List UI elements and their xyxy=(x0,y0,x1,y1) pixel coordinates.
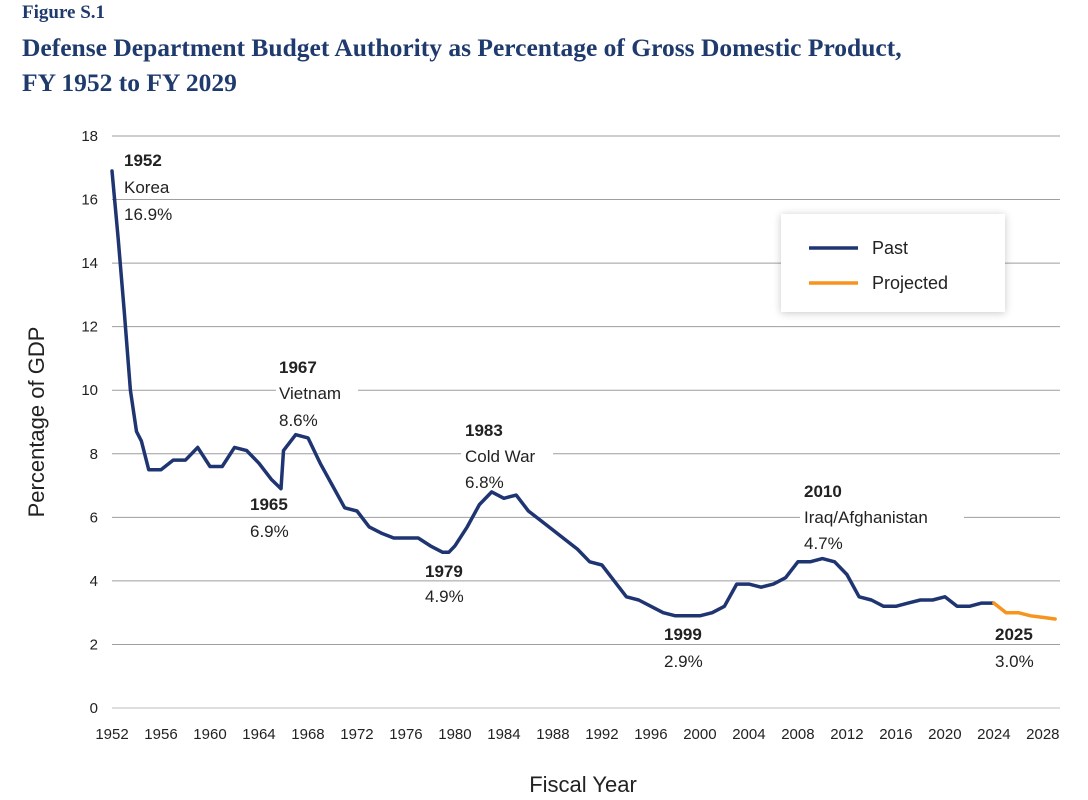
y-tick-label: 10 xyxy=(81,382,98,399)
x-axis-title: Fiscal Year xyxy=(529,772,637,797)
series-lines xyxy=(110,169,1057,621)
gridlines xyxy=(112,135,1060,709)
x-tick-label: 2000 xyxy=(683,726,716,743)
x-tick-label: 1964 xyxy=(242,726,275,743)
annotation-1967-event: Vietnam xyxy=(279,384,341,403)
series-line-projected xyxy=(992,601,1057,621)
legend-box xyxy=(781,214,1005,312)
annotation-1952: 1952 Korea 16.9% xyxy=(124,151,172,224)
annotation-2025-value: 3.0% xyxy=(995,652,1034,671)
annotation-1979: 1979 4.9% xyxy=(425,562,464,606)
x-tick-label: 1988 xyxy=(536,726,569,743)
annotation-1999: 1999 2.9% xyxy=(664,625,703,671)
annotation-1983-year: 1983 xyxy=(465,421,503,440)
figure-label: Figure S.1 xyxy=(22,2,106,23)
chart-title-line-2: FY 1952 to FY 2029 xyxy=(22,68,237,97)
annotation-2025-year: 2025 xyxy=(995,625,1033,644)
x-tick-label: 2024 xyxy=(977,726,1010,743)
annotation-1965: 1965 6.9% xyxy=(250,495,289,541)
y-tick-label: 12 xyxy=(81,319,98,336)
x-tick-label: 1980 xyxy=(438,726,471,743)
x-tick-label: 2008 xyxy=(781,726,814,743)
x-tick-label: 1992 xyxy=(585,726,618,743)
x-tick-label: 1952 xyxy=(95,726,128,743)
x-tick-label: 1956 xyxy=(144,726,177,743)
y-tick-label: 16 xyxy=(81,192,98,209)
annotation-1952-value: 16.9% xyxy=(124,205,172,224)
annotation-2010-value: 4.7% xyxy=(804,534,843,553)
annotation-1965-year: 1965 xyxy=(250,495,288,514)
x-tick-label: 2028 xyxy=(1026,726,1059,743)
annotation-2010: 2010 Iraq/Afghanistan 4.7% xyxy=(800,482,964,553)
x-tick-label: 1976 xyxy=(389,726,422,743)
annotation-1983-value: 6.8% xyxy=(465,473,504,492)
x-axis-ticks: 1952 1956 1960 1964 1968 1972 1976 1980 1984 1988… xyxy=(95,726,1059,743)
annotation-1967: 1967 Vietnam 8.6% xyxy=(276,358,358,430)
annotation-2025: 2025 3.0% xyxy=(995,625,1034,671)
annotation-1965-value: 6.9% xyxy=(250,522,289,541)
x-tick-label: 1996 xyxy=(634,726,667,743)
annotation-1967-value: 8.6% xyxy=(279,411,318,430)
chart-title: Defense Department Budget Authority as P… xyxy=(22,30,1062,100)
x-tick-label: 2020 xyxy=(928,726,961,743)
annotation-1983-event: Cold War xyxy=(465,447,536,466)
y-tick-label: 2 xyxy=(90,636,98,653)
annotation-1979-year: 1979 xyxy=(425,562,463,581)
annotation-1983: 1983 Cold War 6.8% xyxy=(461,421,553,492)
legend-label-past: Past xyxy=(872,238,908,258)
annotation-1999-year: 1999 xyxy=(664,625,702,644)
annotation-2010-year: 2010 xyxy=(804,482,842,501)
x-tick-label: 1960 xyxy=(193,726,226,743)
y-tick-label: 6 xyxy=(90,509,98,526)
y-tick-label: 8 xyxy=(90,446,98,463)
x-tick-label: 1968 xyxy=(291,726,324,743)
annotation-1952-year: 1952 xyxy=(124,151,162,170)
y-tick-label: 18 xyxy=(81,128,98,145)
x-tick-label: 2016 xyxy=(879,726,912,743)
annotation-1999-value: 2.9% xyxy=(664,652,703,671)
annotation-1952-event: Korea xyxy=(124,178,170,197)
legend-label-projected: Projected xyxy=(872,273,948,293)
x-tick-label: 2012 xyxy=(830,726,863,743)
y-axis-title: Percentage of GDP xyxy=(24,327,49,518)
series-line-past xyxy=(110,169,996,618)
x-tick-label: 1972 xyxy=(340,726,373,743)
annotation-1967-year: 1967 xyxy=(279,358,317,377)
x-tick-label: 1984 xyxy=(487,726,520,743)
y-tick-label: 4 xyxy=(90,573,98,590)
legend: Past Projected xyxy=(781,214,1005,312)
y-axis-ticks: 0 2 4 6 8 10 12 14 16 18 xyxy=(81,128,98,717)
annotation-2010-event: Iraq/Afghanistan xyxy=(804,508,928,527)
y-tick-label: 14 xyxy=(81,255,98,272)
x-tick-label: 2004 xyxy=(732,726,765,743)
annotation-1979-value: 4.9% xyxy=(425,587,464,606)
y-tick-label: 0 xyxy=(90,700,98,717)
chart-title-line-1: Defense Department Budget Authority as P… xyxy=(22,33,902,62)
